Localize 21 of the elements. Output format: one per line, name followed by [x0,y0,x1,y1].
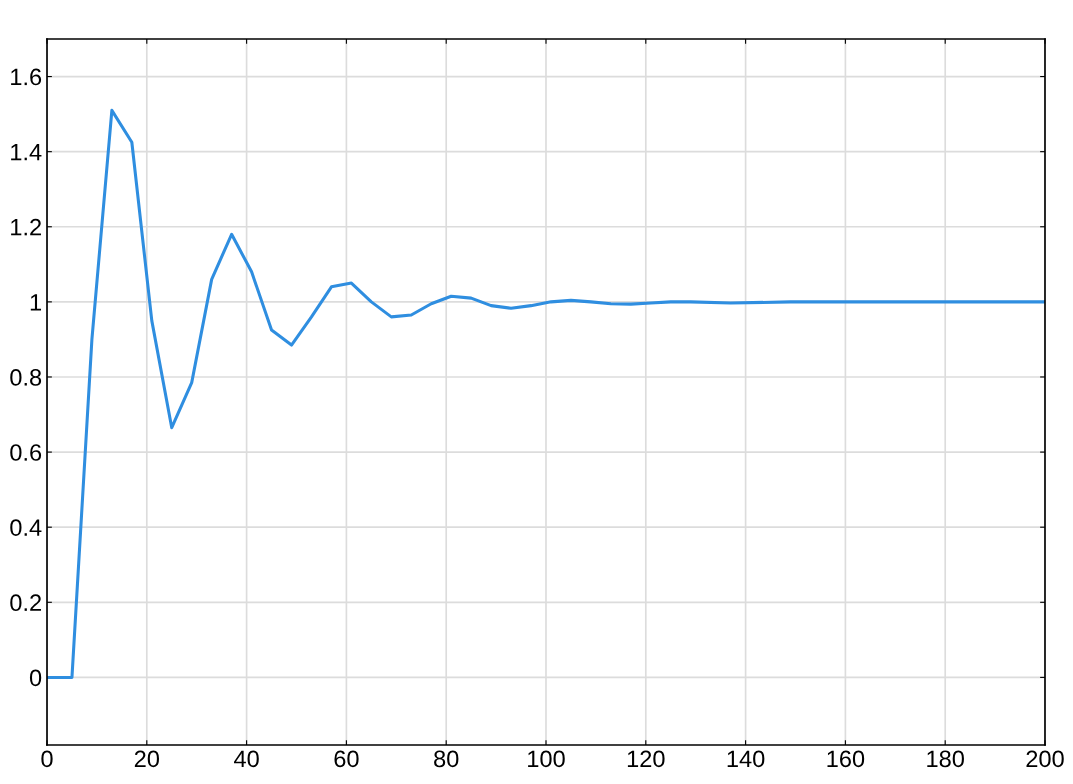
y-tick-label: 0 [29,669,42,687]
x-tick-label: 0 [41,750,53,768]
y-tick-label: 0.4 [10,519,42,536]
x-tick-label: 120 [627,750,665,768]
line-series [47,108,1045,679]
x-tick-label: 80 [434,750,459,768]
y-tick-label: 1 [30,294,41,311]
y-tick-label: 1.6 [11,68,42,86]
x-tick-label: 160 [827,750,865,768]
y-tick-label: 0.8 [10,369,42,386]
x-tick-label: 20 [134,750,160,768]
x-tick-label: 140 [727,750,765,768]
y-tick-label: 1.4 [11,143,42,161]
x-tick-label: 200 [1026,750,1064,768]
y-tick-label: 0.6 [10,444,42,461]
x-tick-label: 100 [528,750,565,768]
x-tick-label: 60 [334,750,359,768]
x-tick-label: 40 [234,750,259,768]
x-tick-label: 180 [927,750,964,768]
y-tick-label: 0.2 [10,594,41,612]
y-tick-label: 1.2 [11,218,41,236]
